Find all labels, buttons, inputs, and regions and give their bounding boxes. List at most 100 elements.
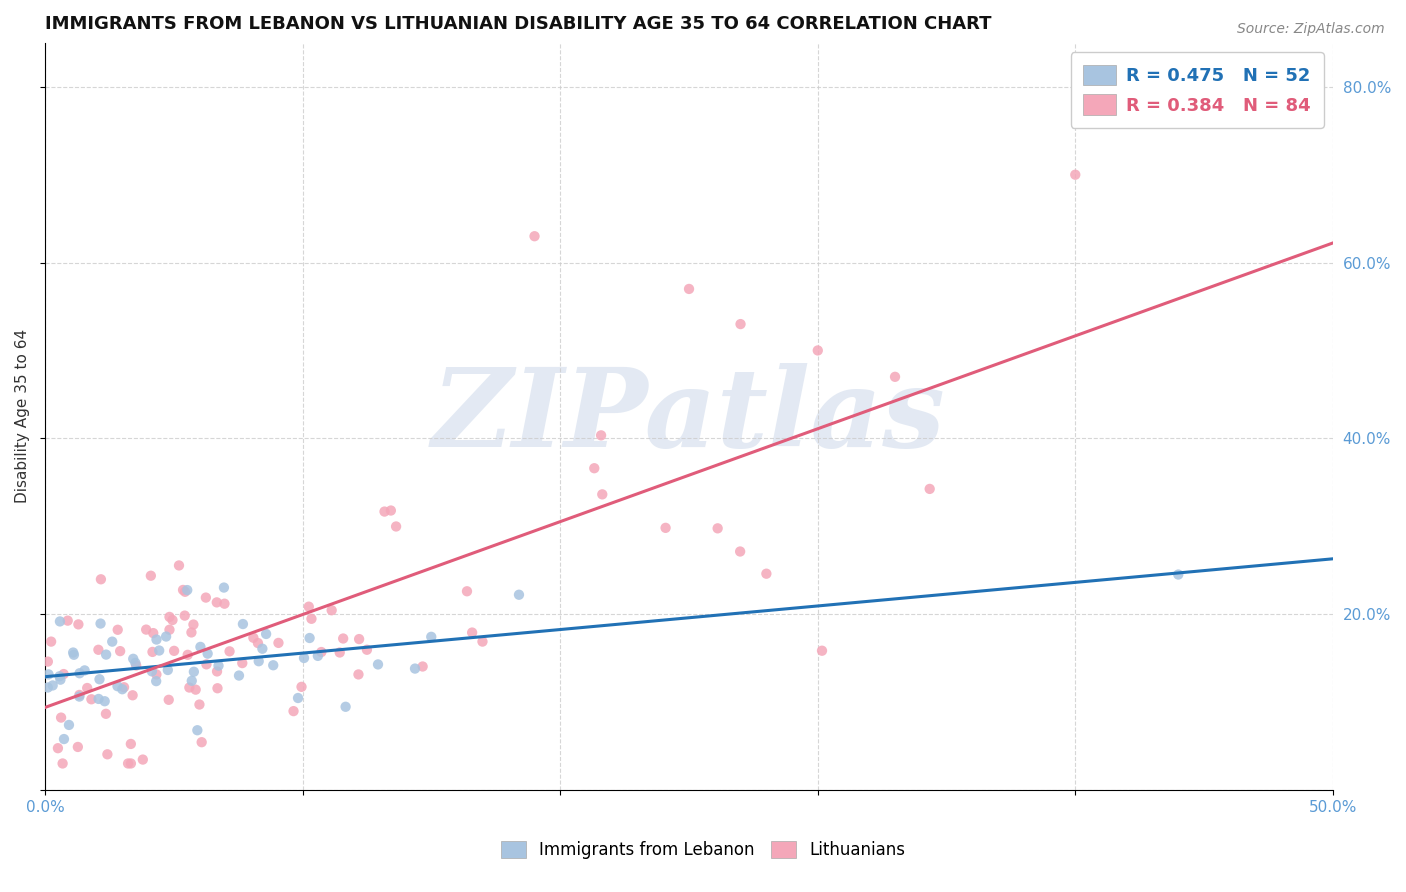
Point bbox=[807, 343, 830, 358]
Point bbox=[706, 521, 728, 535]
Point bbox=[461, 625, 484, 640]
Point bbox=[90, 572, 112, 586]
Point bbox=[290, 680, 312, 694]
Point bbox=[591, 487, 613, 501]
Point bbox=[49, 710, 72, 724]
Point bbox=[356, 642, 378, 657]
Point bbox=[156, 663, 179, 677]
Point bbox=[76, 681, 98, 695]
Point bbox=[583, 461, 606, 475]
Point bbox=[321, 603, 343, 617]
Point bbox=[46, 741, 69, 756]
Point bbox=[420, 630, 443, 644]
Point bbox=[157, 693, 180, 707]
Point bbox=[94, 706, 117, 721]
Point bbox=[183, 665, 205, 679]
Point bbox=[112, 680, 135, 694]
Point bbox=[283, 704, 305, 718]
Point bbox=[49, 615, 72, 629]
Point bbox=[52, 667, 75, 681]
Point bbox=[380, 503, 402, 517]
Point bbox=[301, 612, 323, 626]
Point bbox=[190, 640, 212, 654]
Text: ZIPatlas: ZIPatlas bbox=[432, 363, 946, 470]
Point bbox=[141, 645, 163, 659]
Point bbox=[80, 692, 103, 706]
Point bbox=[172, 582, 194, 597]
Point bbox=[298, 599, 321, 614]
Point bbox=[918, 482, 941, 496]
Point bbox=[93, 694, 115, 708]
Point bbox=[49, 673, 72, 687]
Point bbox=[205, 595, 228, 609]
Point bbox=[66, 739, 89, 754]
Point bbox=[176, 648, 198, 662]
Point bbox=[231, 656, 253, 670]
Point bbox=[87, 692, 110, 706]
Point bbox=[329, 645, 352, 659]
Point bbox=[148, 643, 170, 657]
Point bbox=[190, 735, 212, 749]
Point bbox=[48, 669, 70, 683]
Point bbox=[107, 679, 129, 693]
Point bbox=[195, 657, 218, 672]
Point bbox=[155, 630, 177, 644]
Point bbox=[89, 673, 111, 687]
Point bbox=[101, 634, 124, 648]
Point bbox=[205, 665, 228, 679]
Point bbox=[246, 636, 269, 650]
Point bbox=[262, 658, 284, 673]
Point bbox=[232, 617, 254, 632]
Point bbox=[412, 659, 434, 673]
Legend: Immigrants from Lebanon, Lithuanians: Immigrants from Lebanon, Lithuanians bbox=[494, 834, 912, 866]
Point bbox=[162, 613, 184, 627]
Point bbox=[145, 667, 167, 681]
Point bbox=[159, 623, 181, 637]
Text: IMMIGRANTS FROM LEBANON VS LITHUANIAN DISABILITY AGE 35 TO 64 CORRELATION CHART: IMMIGRANTS FROM LEBANON VS LITHUANIAN DI… bbox=[45, 15, 991, 33]
Point bbox=[1167, 567, 1189, 582]
Point bbox=[142, 626, 165, 640]
Point bbox=[180, 673, 202, 688]
Point bbox=[67, 690, 90, 704]
Point bbox=[39, 634, 62, 648]
Legend: R = 0.475   N = 52, R = 0.384   N = 84: R = 0.475 N = 52, R = 0.384 N = 84 bbox=[1070, 52, 1324, 128]
Point bbox=[207, 658, 229, 673]
Point bbox=[214, 597, 236, 611]
Point bbox=[298, 631, 321, 645]
Point bbox=[218, 644, 240, 658]
Point bbox=[37, 681, 59, 695]
Point bbox=[247, 654, 270, 668]
Point bbox=[67, 688, 90, 702]
Point bbox=[287, 691, 309, 706]
Point bbox=[176, 583, 198, 598]
Point bbox=[1064, 168, 1087, 182]
Point bbox=[63, 648, 86, 662]
Point bbox=[654, 521, 676, 535]
Point bbox=[188, 698, 211, 712]
Y-axis label: Disability Age 35 to 64: Disability Age 35 to 64 bbox=[15, 329, 30, 503]
Point bbox=[755, 566, 778, 581]
Point bbox=[207, 681, 229, 696]
Point bbox=[124, 656, 146, 670]
Point bbox=[121, 688, 143, 702]
Point bbox=[139, 568, 162, 582]
Point bbox=[404, 662, 426, 676]
Point bbox=[471, 634, 494, 648]
Point bbox=[120, 737, 142, 751]
Point bbox=[184, 682, 207, 697]
Point bbox=[228, 668, 250, 682]
Point bbox=[120, 756, 142, 771]
Point bbox=[884, 369, 907, 384]
Point bbox=[307, 648, 329, 663]
Point bbox=[385, 519, 408, 533]
Point bbox=[90, 616, 112, 631]
Point bbox=[267, 636, 290, 650]
Text: Source: ZipAtlas.com: Source: ZipAtlas.com bbox=[1237, 22, 1385, 37]
Point bbox=[728, 544, 751, 558]
Point bbox=[254, 627, 277, 641]
Point bbox=[96, 747, 118, 762]
Point bbox=[523, 229, 546, 244]
Point bbox=[194, 591, 217, 605]
Point bbox=[58, 718, 80, 732]
Point bbox=[367, 657, 389, 672]
